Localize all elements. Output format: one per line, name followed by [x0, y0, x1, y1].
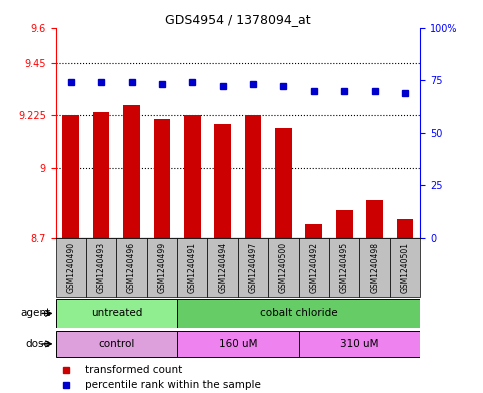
Bar	[154, 119, 170, 238]
Bar	[123, 105, 140, 238]
FancyBboxPatch shape	[177, 299, 420, 328]
Bar	[275, 128, 292, 238]
Text: 160 uM: 160 uM	[219, 339, 257, 349]
Text: agent: agent	[21, 309, 51, 318]
Bar	[62, 115, 79, 238]
Text: GSM1240493: GSM1240493	[97, 242, 106, 293]
FancyBboxPatch shape	[177, 331, 298, 357]
FancyBboxPatch shape	[359, 238, 390, 297]
Text: GSM1240490: GSM1240490	[66, 242, 75, 293]
Text: GSM1240496: GSM1240496	[127, 242, 136, 293]
Text: GSM1240499: GSM1240499	[157, 242, 167, 293]
Bar	[366, 200, 383, 238]
FancyBboxPatch shape	[177, 238, 208, 297]
Text: 310 uM: 310 uM	[340, 339, 379, 349]
FancyBboxPatch shape	[390, 238, 420, 297]
Bar	[245, 115, 261, 238]
Text: cobalt chloride: cobalt chloride	[260, 309, 338, 318]
Text: percentile rank within the sample: percentile rank within the sample	[85, 380, 261, 389]
Text: GSM1240501: GSM1240501	[400, 242, 410, 293]
Bar	[397, 219, 413, 238]
FancyBboxPatch shape	[147, 238, 177, 297]
Bar	[336, 210, 353, 238]
FancyBboxPatch shape	[298, 238, 329, 297]
FancyBboxPatch shape	[86, 238, 116, 297]
Bar	[184, 115, 200, 238]
FancyBboxPatch shape	[268, 238, 298, 297]
Text: transformed count: transformed count	[85, 365, 182, 375]
Text: dose: dose	[26, 339, 51, 349]
Text: GSM1240497: GSM1240497	[249, 242, 257, 293]
Text: GSM1240494: GSM1240494	[218, 242, 227, 293]
Text: GSM1240495: GSM1240495	[340, 242, 349, 293]
Title: GDS4954 / 1378094_at: GDS4954 / 1378094_at	[165, 13, 311, 26]
FancyBboxPatch shape	[238, 238, 268, 297]
Text: GSM1240498: GSM1240498	[370, 242, 379, 293]
Bar	[93, 112, 110, 238]
Text: GSM1240492: GSM1240492	[309, 242, 318, 293]
FancyBboxPatch shape	[56, 238, 86, 297]
Text: untreated: untreated	[91, 309, 142, 318]
FancyBboxPatch shape	[116, 238, 147, 297]
Bar	[305, 224, 322, 238]
FancyBboxPatch shape	[298, 331, 420, 357]
FancyBboxPatch shape	[329, 238, 359, 297]
Text: GSM1240491: GSM1240491	[188, 242, 197, 293]
FancyBboxPatch shape	[208, 238, 238, 297]
Text: GSM1240500: GSM1240500	[279, 242, 288, 293]
FancyBboxPatch shape	[56, 299, 177, 328]
Bar	[214, 125, 231, 238]
Text: control: control	[98, 339, 134, 349]
FancyBboxPatch shape	[56, 331, 177, 357]
